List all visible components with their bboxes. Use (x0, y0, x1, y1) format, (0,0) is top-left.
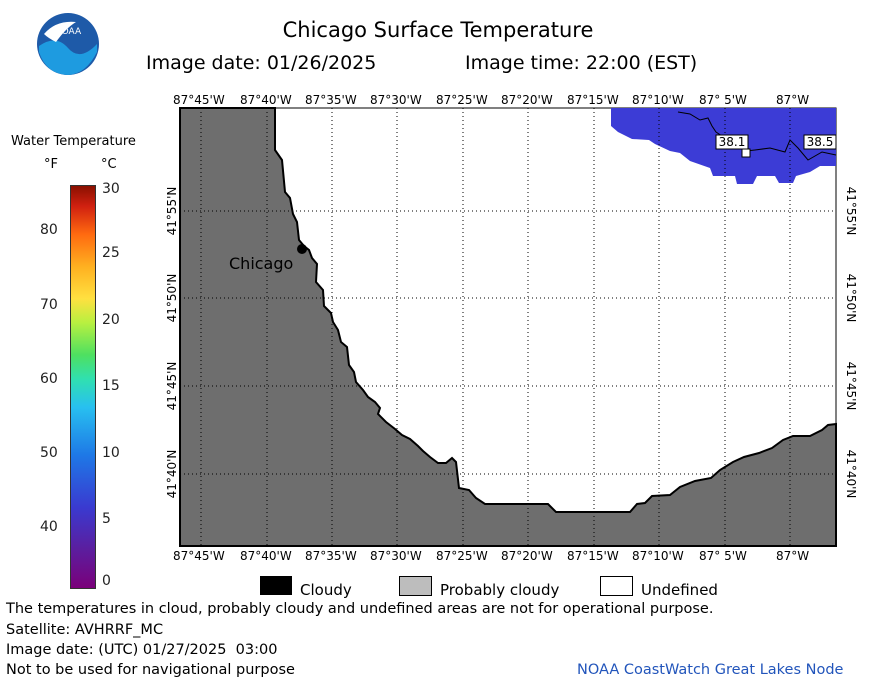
lon-label-bottom: 87°10'W (632, 549, 684, 563)
lon-label-bottom: 87° 5'W (699, 549, 747, 563)
lon-label-bottom: 87°40'W (240, 549, 292, 563)
lon-label-top: 87°W (776, 93, 810, 107)
value-label-2: 38.5 (807, 135, 834, 149)
value-label-1: 38.1 (719, 135, 746, 149)
cloudy-swatch (260, 576, 292, 595)
city-label: Chicago (229, 254, 293, 273)
colorbar (70, 185, 96, 589)
lon-label-top: 87°20'W (501, 93, 553, 107)
chicago-marker (297, 244, 307, 254)
graticule (180, 108, 836, 546)
land-area (179, 107, 837, 547)
f-tick: 40 (40, 519, 58, 535)
noaa-logo: NOAA (37, 13, 99, 75)
lon-label-bottom: 87°20'W (501, 549, 553, 563)
lon-label-bottom: 87°W (776, 549, 810, 563)
lat-label-left: 41°55'N (165, 187, 179, 236)
lat-label-right: 41°50'N (844, 274, 858, 323)
lon-label-top: 87°45'W (173, 93, 225, 107)
colorbar-unit-c: °C (101, 157, 117, 172)
f-tick: 70 (40, 297, 58, 313)
lat-label-right: 41°55'N (844, 187, 858, 236)
page-title: Chicago Surface Temperature (282, 18, 594, 42)
image-date: Image date: 01/26/2025 (146, 52, 377, 74)
c-tick: 15 (102, 378, 120, 394)
probably-cloudy-label: Probably cloudy (440, 581, 560, 599)
lon-label-top: 87°40'W (240, 93, 292, 107)
c-tick: 20 (102, 312, 120, 328)
c-tick: 10 (102, 445, 120, 461)
lon-label-top: 87°35'W (305, 93, 357, 107)
lon-label-top: 87°15'W (567, 93, 619, 107)
lon-label-top: 87°25'W (436, 93, 488, 107)
colorbar-unit-f: °F (44, 157, 58, 172)
lon-label-bottom: 87°25'W (436, 549, 488, 563)
image-time: Image time: 22:00 (EST) (465, 52, 698, 74)
lon-label-top: 87°10'W (632, 93, 684, 107)
c-tick: 5 (102, 511, 111, 527)
logo-text: NOAA (55, 27, 82, 37)
lat-label-left: 41°40'N (165, 450, 179, 499)
lon-label-bottom: 87°15'W (567, 549, 619, 563)
undefined-swatch (600, 576, 633, 596)
map: 38.1 38.5 Chicago 41°55'N 41°50'N 41°45'… (165, 107, 858, 547)
value-box-1 (715, 134, 749, 150)
value-marker (741, 148, 751, 158)
lon-label-bottom: 87°35'W (305, 549, 357, 563)
cloudy-label: Cloudy (300, 581, 352, 599)
lon-label-top: 87° 5'W (699, 93, 747, 107)
c-tick: 0 (102, 573, 111, 589)
lon-label-top: 87°30'W (370, 93, 422, 107)
lat-label-right: 41°45'N (844, 362, 858, 411)
f-tick: 80 (40, 222, 58, 238)
satellite: Satellite: AVHRRF_MC (6, 622, 164, 638)
lat-label-left: 41°45'N (165, 362, 179, 411)
f-tick: 50 (40, 445, 58, 461)
undefined-label: Undefined (641, 581, 718, 599)
value-box-2 (803, 134, 837, 150)
colorbar-title: Water Temperature (11, 134, 136, 149)
lon-label-bottom: 87°30'W (370, 549, 422, 563)
f-tick: 60 (40, 371, 58, 387)
disclaimer: The temperatures in cloud, probably clou… (6, 601, 714, 617)
lat-label-left: 41°50'N (165, 274, 179, 323)
lon-label-bottom: 87°45'W (173, 549, 225, 563)
utc-date: Image date: (UTC) 01/27/2025 03:00 (6, 642, 278, 658)
c-tick: 30 (102, 181, 120, 197)
credit: NOAA CoastWatch Great Lakes Node (577, 662, 844, 678)
lat-label-right: 41°40'N (844, 450, 858, 499)
probably-cloudy-swatch (399, 576, 432, 596)
nav-warning: Not to be used for navigational purpose (6, 662, 295, 678)
c-tick: 25 (102, 245, 120, 261)
